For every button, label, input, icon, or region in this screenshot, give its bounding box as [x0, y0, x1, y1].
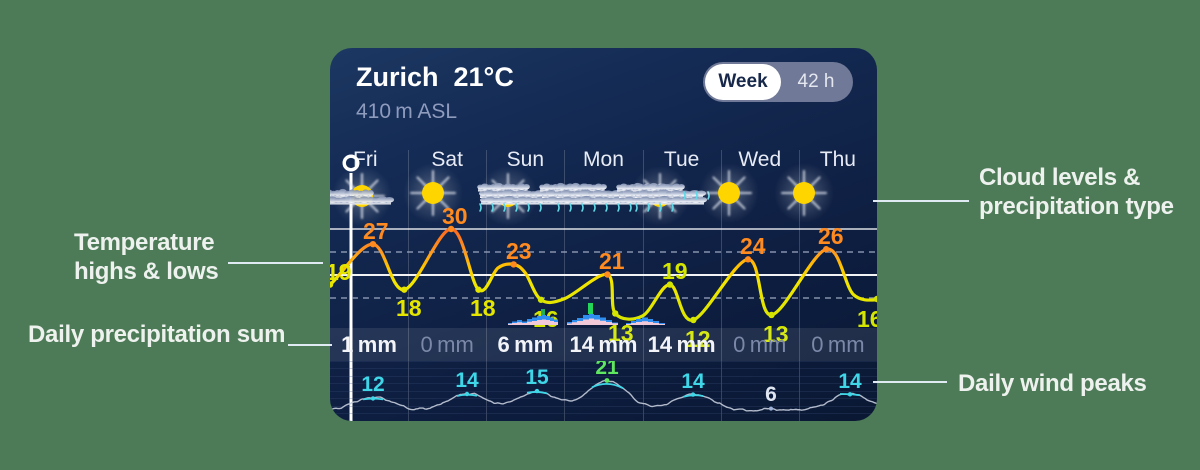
- svg-text:24: 24: [740, 233, 766, 259]
- svg-text:27: 27: [363, 218, 389, 244]
- svg-text:21: 21: [599, 248, 625, 274]
- svg-text:15: 15: [525, 366, 549, 389]
- svg-text:18: 18: [470, 295, 496, 321]
- svg-text:30: 30: [442, 203, 468, 229]
- svg-text:19: 19: [662, 258, 688, 284]
- svg-text:21: 21: [595, 361, 619, 379]
- svg-text:14: 14: [681, 370, 705, 393]
- svg-text:14: 14: [455, 369, 479, 392]
- svg-text:19: 19: [330, 259, 352, 285]
- svg-text:14: 14: [838, 370, 862, 393]
- svg-text:26: 26: [818, 223, 844, 249]
- svg-text:6: 6: [765, 383, 777, 406]
- svg-text:18: 18: [396, 295, 422, 321]
- svg-text:12: 12: [361, 373, 384, 396]
- svg-text:23: 23: [506, 238, 532, 264]
